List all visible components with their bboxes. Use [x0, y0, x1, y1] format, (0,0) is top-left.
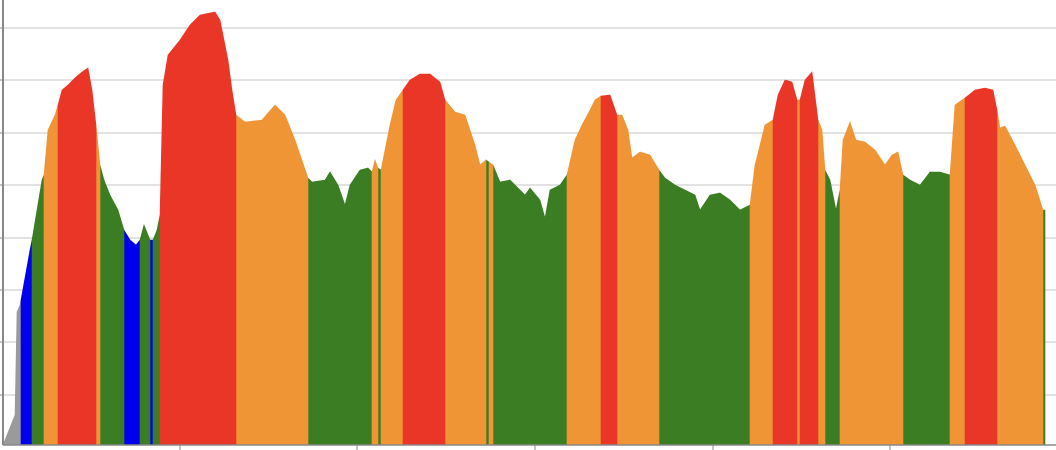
zone-area: [799, 71, 819, 446]
zone-area: [95, 124, 101, 446]
zone-area: [658, 169, 751, 446]
zone-area: [824, 169, 841, 446]
zone-area: [139, 224, 151, 446]
zone-area: [772, 79, 798, 446]
zone-area: [149, 239, 154, 446]
zone-area: [307, 167, 373, 446]
zone-area: [99, 164, 125, 446]
zone-area: [235, 104, 309, 446]
zone-area: [43, 104, 59, 446]
zone-area: [57, 67, 97, 446]
zone-area: [159, 11, 237, 446]
zone-area: [600, 94, 618, 446]
zone-area: [964, 87, 998, 446]
zone-area: [839, 121, 904, 446]
zone-area: [817, 119, 826, 446]
areas: [2, 11, 1046, 446]
zone-area: [796, 99, 801, 446]
zone-area: [616, 114, 660, 446]
zone-area: [996, 109, 1044, 446]
zone-area: [902, 171, 951, 446]
zone-area: [488, 161, 494, 446]
zone-area: [371, 158, 379, 446]
zone-area: [492, 164, 568, 446]
zone-area: [377, 167, 382, 446]
zone-area: [949, 97, 966, 446]
zone-area: [444, 99, 487, 446]
zone-area: [402, 73, 446, 446]
zone-area: [123, 228, 141, 446]
zone-area: [485, 159, 490, 446]
zone-area: [152, 214, 161, 446]
